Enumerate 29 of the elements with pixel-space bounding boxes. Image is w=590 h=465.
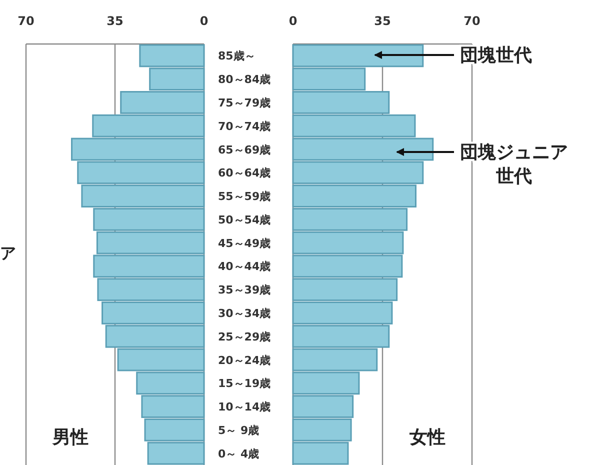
text: 男性: [52, 427, 88, 448]
y-tick-label: 55～59歳: [218, 190, 271, 204]
y-tick-label: 60～64歳: [218, 166, 271, 180]
x-tick-label: 70: [464, 14, 480, 28]
y-tick-label: 50～54歳: [218, 213, 271, 226]
y-tick-label: 20～24歳: [218, 354, 271, 367]
y-tick-label: 45～49歳: [218, 236, 271, 250]
y-tick-label: 5～ 9歳: [218, 424, 260, 437]
y-tick-label: 65～69歳: [218, 143, 271, 156]
y-tick-label: 80～84歳: [218, 73, 271, 86]
y-tick-label: 40～44歳: [218, 260, 271, 274]
x-tick-label: 0: [288, 14, 298, 28]
x-tick-label: 35: [374, 14, 391, 28]
annotation: 団塊世代: [460, 45, 532, 66]
y-tick-label: 0～ 4歳: [218, 447, 260, 460]
y-tick-label: 10～14歳: [218, 400, 271, 414]
x-tick-label: 70: [18, 14, 34, 28]
text: 女性: [408, 427, 446, 448]
annotation: 団塊ジュニア世代: [460, 142, 568, 187]
x-tick-label: 35: [106, 14, 124, 28]
x-tick-label: 0: [200, 14, 208, 28]
y-tick-label: 30～34歳: [218, 306, 271, 320]
y-tick-label: 25～29歳: [218, 330, 271, 344]
y-tick-label: 75～79歳: [218, 96, 271, 110]
y-tick-label: 15～19歳: [218, 377, 271, 390]
y-tick-label: 35～39歳: [218, 284, 271, 297]
y-tick-label: 85歳～: [218, 50, 256, 63]
y-tick-label: 70～74歳: [218, 120, 271, 133]
text: ア: [0, 244, 16, 262]
